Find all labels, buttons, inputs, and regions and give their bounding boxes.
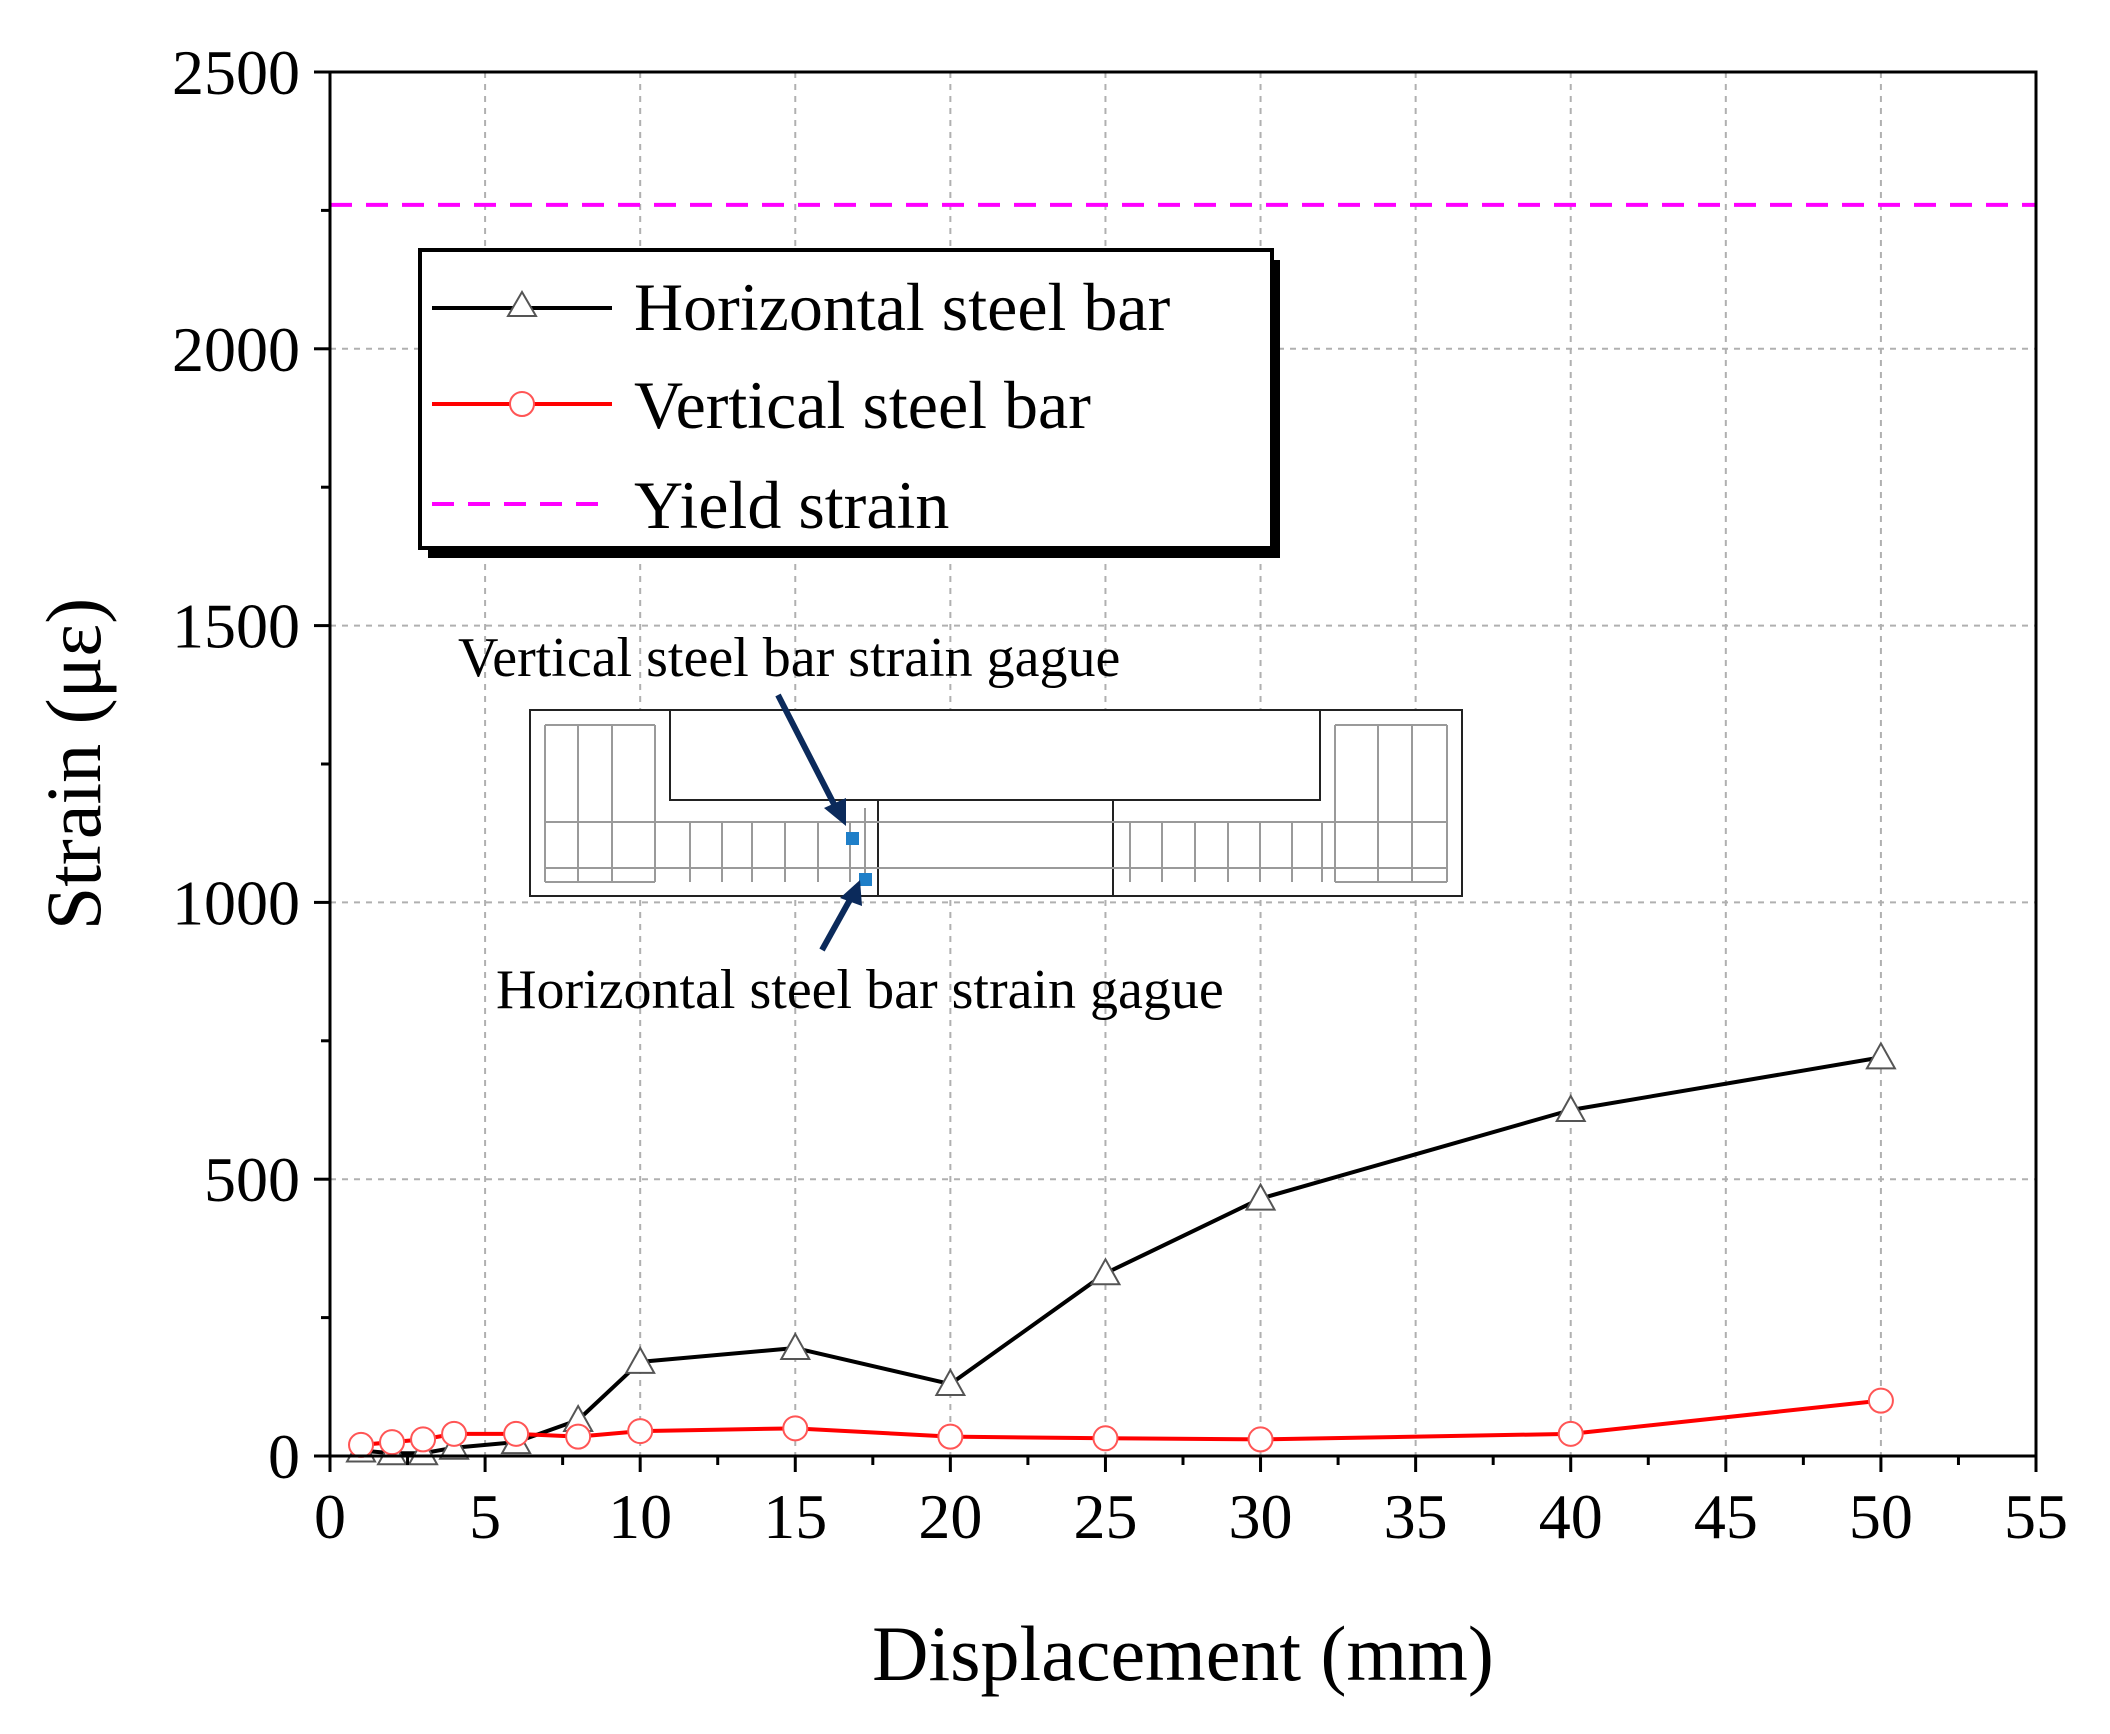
legend-label-vertical: Vertical steel bar: [634, 367, 1091, 443]
x-tick-label: 5: [469, 1481, 501, 1552]
y-tick-label: 500: [204, 1144, 300, 1215]
point-horizontal-steel-bar: [1865, 1041, 1897, 1070]
x-tick-label: 25: [1073, 1481, 1137, 1552]
x-tick-label: 45: [1694, 1481, 1758, 1552]
series-layer: [345, 1041, 1897, 1466]
x-tick-label: 35: [1384, 1481, 1448, 1552]
vertical-gauge-arrow-head: [824, 798, 846, 826]
legend-marker-vertical: [509, 391, 535, 417]
point-vertical-steel-bar: [937, 1423, 964, 1450]
point-horizontal-steel-bar: [624, 1345, 656, 1374]
point-vertical-steel-bar: [441, 1420, 468, 1447]
y-tick-label: 0: [268, 1421, 300, 1492]
x-tick-label: 0: [314, 1481, 346, 1552]
point-vertical-steel-bar: [565, 1423, 592, 1450]
y-axis: 0 500 1000 1500 2000 2500: [172, 37, 330, 1492]
y-tick-label: 2000: [172, 314, 300, 385]
point-vertical-steel-bar: [379, 1429, 406, 1456]
inset-outline: [529, 709, 1463, 897]
vertical-gauge-arrow-shaft: [775, 693, 841, 814]
x-tick-label: 55: [2004, 1481, 2068, 1552]
legend-box: [418, 248, 1274, 550]
x-tick-label: 40: [1539, 1481, 1603, 1552]
x-axis-title: Displacement (mm): [872, 1610, 1494, 1697]
point-vertical-steel-bar: [1092, 1425, 1119, 1452]
point-vertical-steel-bar: [348, 1431, 375, 1458]
horizontal-gauge-arrow-head: [840, 880, 862, 906]
y-tick-label: 1000: [172, 867, 300, 938]
x-tick-label: 15: [763, 1481, 827, 1552]
x-tick-label: 50: [1849, 1481, 1913, 1552]
y-tick-label: 1500: [172, 591, 300, 662]
point-vertical-steel-bar: [782, 1415, 809, 1442]
point-horizontal-steel-bar: [1089, 1257, 1122, 1286]
point-horizontal-steel-bar: [1555, 1093, 1587, 1122]
x-tick-label: 30: [1229, 1481, 1293, 1552]
legend-label-horizontal: Horizontal steel bar: [634, 269, 1171, 345]
point-horizontal-steel-bar: [934, 1367, 967, 1397]
x-axis: 0 5 10 15 20 25 30 35 40 45 50 55: [314, 1456, 2068, 1552]
horizontal-gauge-label: Horizontal steel bar strain gague: [496, 959, 1224, 1021]
point-vertical-steel-bar: [1557, 1420, 1584, 1447]
point-vertical-steel-bar: [1867, 1387, 1894, 1414]
point-vertical-steel-bar: [503, 1420, 530, 1447]
inset-top-block: [669, 710, 1321, 801]
legend: Horizontal steel bar Vertical steel bar …: [418, 248, 1280, 558]
legend-marker-horizontal: [506, 290, 538, 317]
vertical-gauge-marker: [846, 832, 859, 845]
x-tick-label: 20: [918, 1481, 982, 1552]
y-axis-title: Strain (με): [30, 598, 117, 930]
point-vertical-steel-bar: [1247, 1426, 1274, 1453]
vertical-gauge-label: Vertical steel bar strain gague: [458, 627, 1120, 689]
horizontal-gauge-marker: [859, 873, 872, 886]
point-horizontal-steel-bar: [1244, 1182, 1277, 1211]
point-vertical-steel-bar: [410, 1426, 437, 1453]
legend-label-yield: Yield strain: [634, 467, 949, 543]
series-line-horizontal-steel-bar: [360, 1055, 1882, 1456]
point-vertical-steel-bar: [627, 1418, 654, 1445]
specimen-inset-diagram: Vertical steel bar strain gague Horizont…: [458, 627, 1463, 1021]
inset-rebars: [544, 724, 1448, 883]
point-horizontal-steel-bar: [779, 1332, 811, 1361]
horizontal-gauge-arrow-shaft: [819, 894, 855, 952]
y-tick-label: 2500: [172, 37, 300, 108]
x-tick-label: 10: [608, 1481, 672, 1552]
